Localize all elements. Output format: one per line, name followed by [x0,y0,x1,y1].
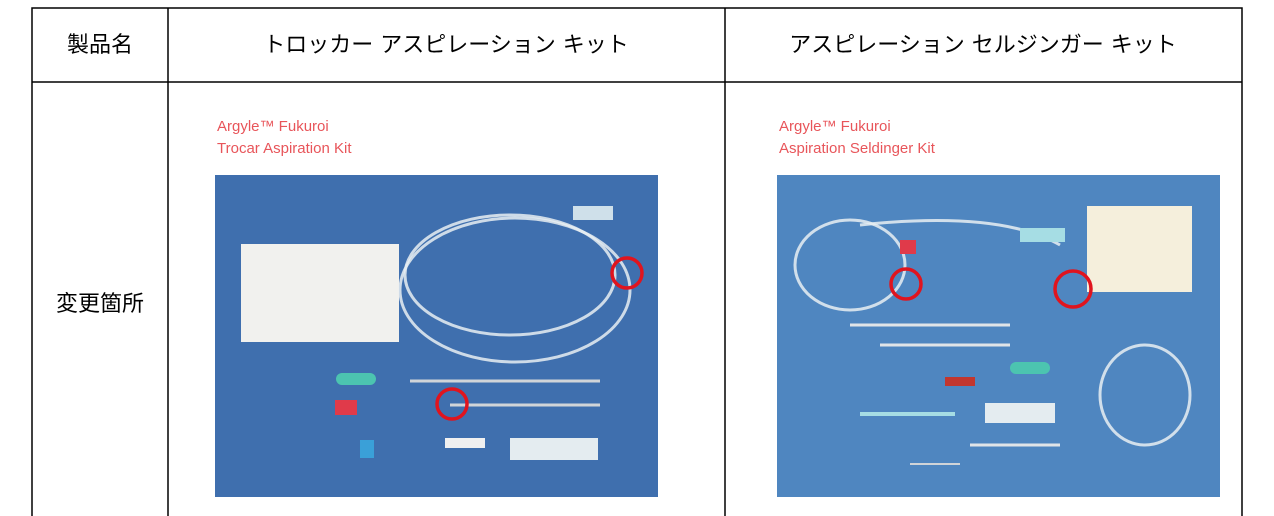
row-label: 変更箇所 [56,292,144,317]
image-caption: Argyle™ Fukuroi [217,118,329,135]
image-caption: Argyle™ Fukuroi [779,118,891,135]
product-photo [777,175,1220,497]
table-grid [31,7,1243,516]
image-caption: Trocar Aspiration Kit [217,140,352,157]
header-cell: トロッカー アスピレーション キット [263,33,629,58]
image-caption: Aspiration Seldinger Kit [779,140,936,157]
header-cell: アスピレーション セルジンガー キット [789,33,1177,58]
header-cell: 製品名 [67,33,133,58]
product-photo [215,175,658,497]
